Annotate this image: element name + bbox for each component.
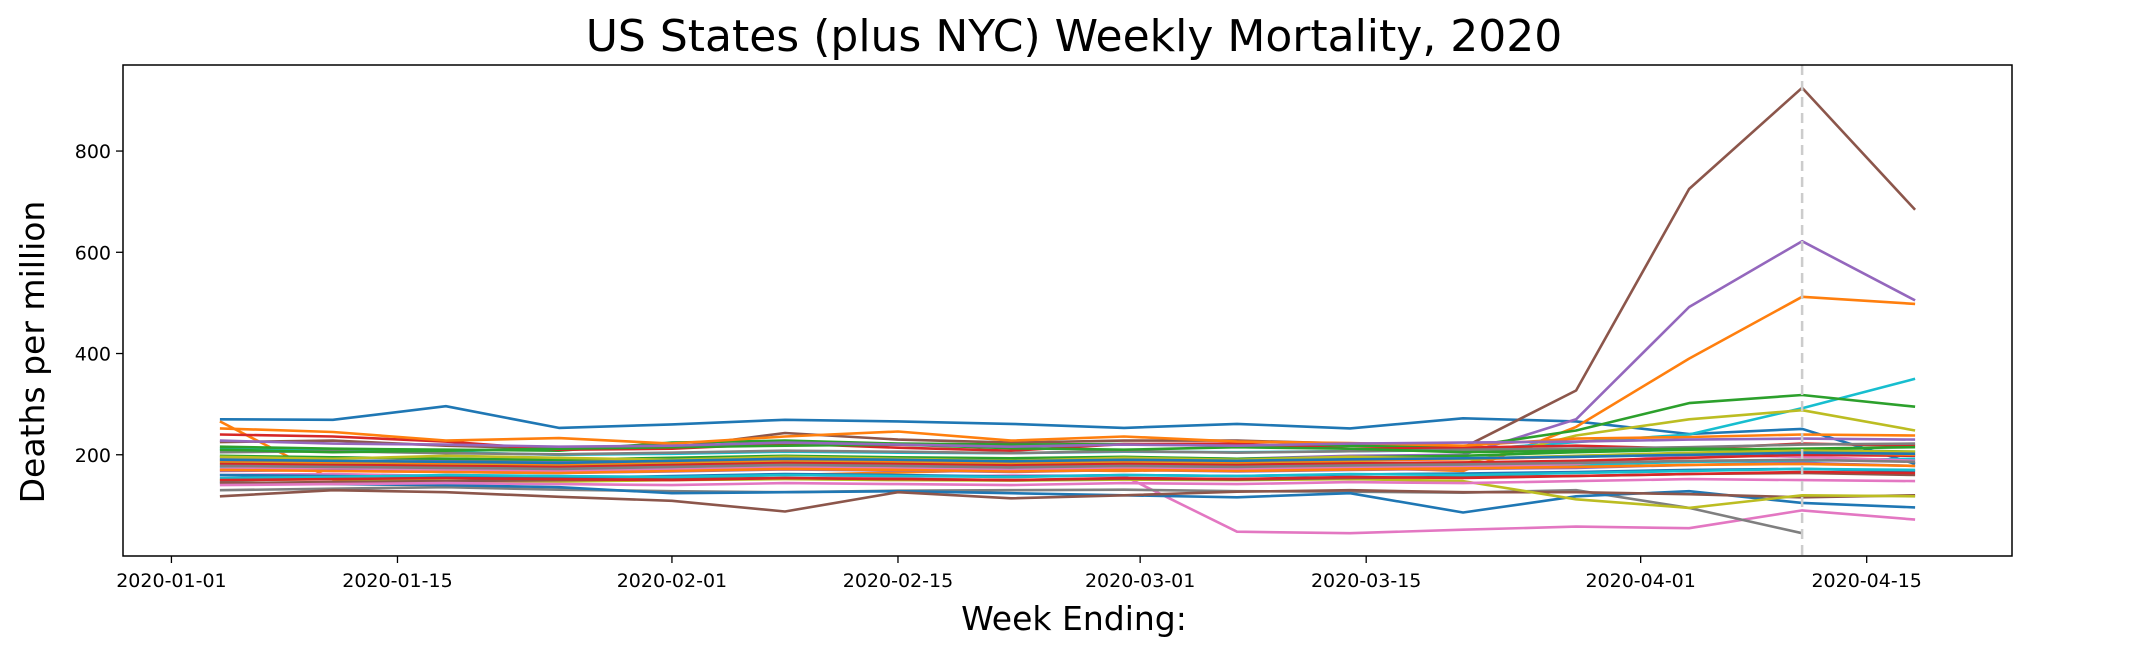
chart-title: US States (plus NYC) Weekly Mortality, 2…	[586, 11, 1563, 62]
x-tick-label: 2020-01-01	[116, 570, 226, 592]
y-tick-label: 800	[75, 141, 111, 163]
x-tick-label: 2020-02-01	[617, 570, 727, 592]
x-tick-label: 2020-01-15	[342, 570, 452, 592]
x-tick-label: 2020-03-01	[1085, 570, 1195, 592]
y-tick-label: 400	[75, 344, 111, 366]
series-line-20	[219, 453, 1916, 469]
series-line-4	[219, 239, 1916, 463]
x-tick-label: 2020-04-15	[1811, 570, 1921, 592]
series-line-31	[219, 451, 1916, 465]
series-line-11	[219, 488, 1916, 513]
y-tick-label: 200	[75, 445, 111, 467]
y-axis-ticks: 200 400 600 800	[75, 141, 123, 467]
series-line-3	[219, 86, 1917, 450]
series-line-14	[219, 427, 1916, 447]
series-line-30	[219, 470, 1916, 482]
series-line-19	[219, 442, 1916, 456]
series-line-32	[219, 462, 1916, 475]
series-line-28	[219, 477, 1916, 487]
y-tick-label: 600	[75, 242, 111, 264]
plot-frame	[122, 64, 2013, 557]
x-tick-label: 2020-04-01	[1585, 570, 1695, 592]
series-line-23	[219, 443, 1916, 454]
x-axis-label: Week Ending:	[961, 599, 1187, 638]
series-line-26	[219, 467, 1916, 480]
x-tick-label: 2020-03-15	[1311, 570, 1421, 592]
x-axis-ticks: 2020-01-01 2020-01-15 2020-02-01 2020-02-15…	[116, 556, 1922, 592]
x-tick-label: 2020-02-15	[843, 570, 953, 592]
series-group	[219, 86, 1917, 535]
series-line-27	[219, 437, 1916, 448]
y-axis-label: Deaths per million	[13, 201, 52, 504]
series-line-29	[219, 458, 1916, 471]
